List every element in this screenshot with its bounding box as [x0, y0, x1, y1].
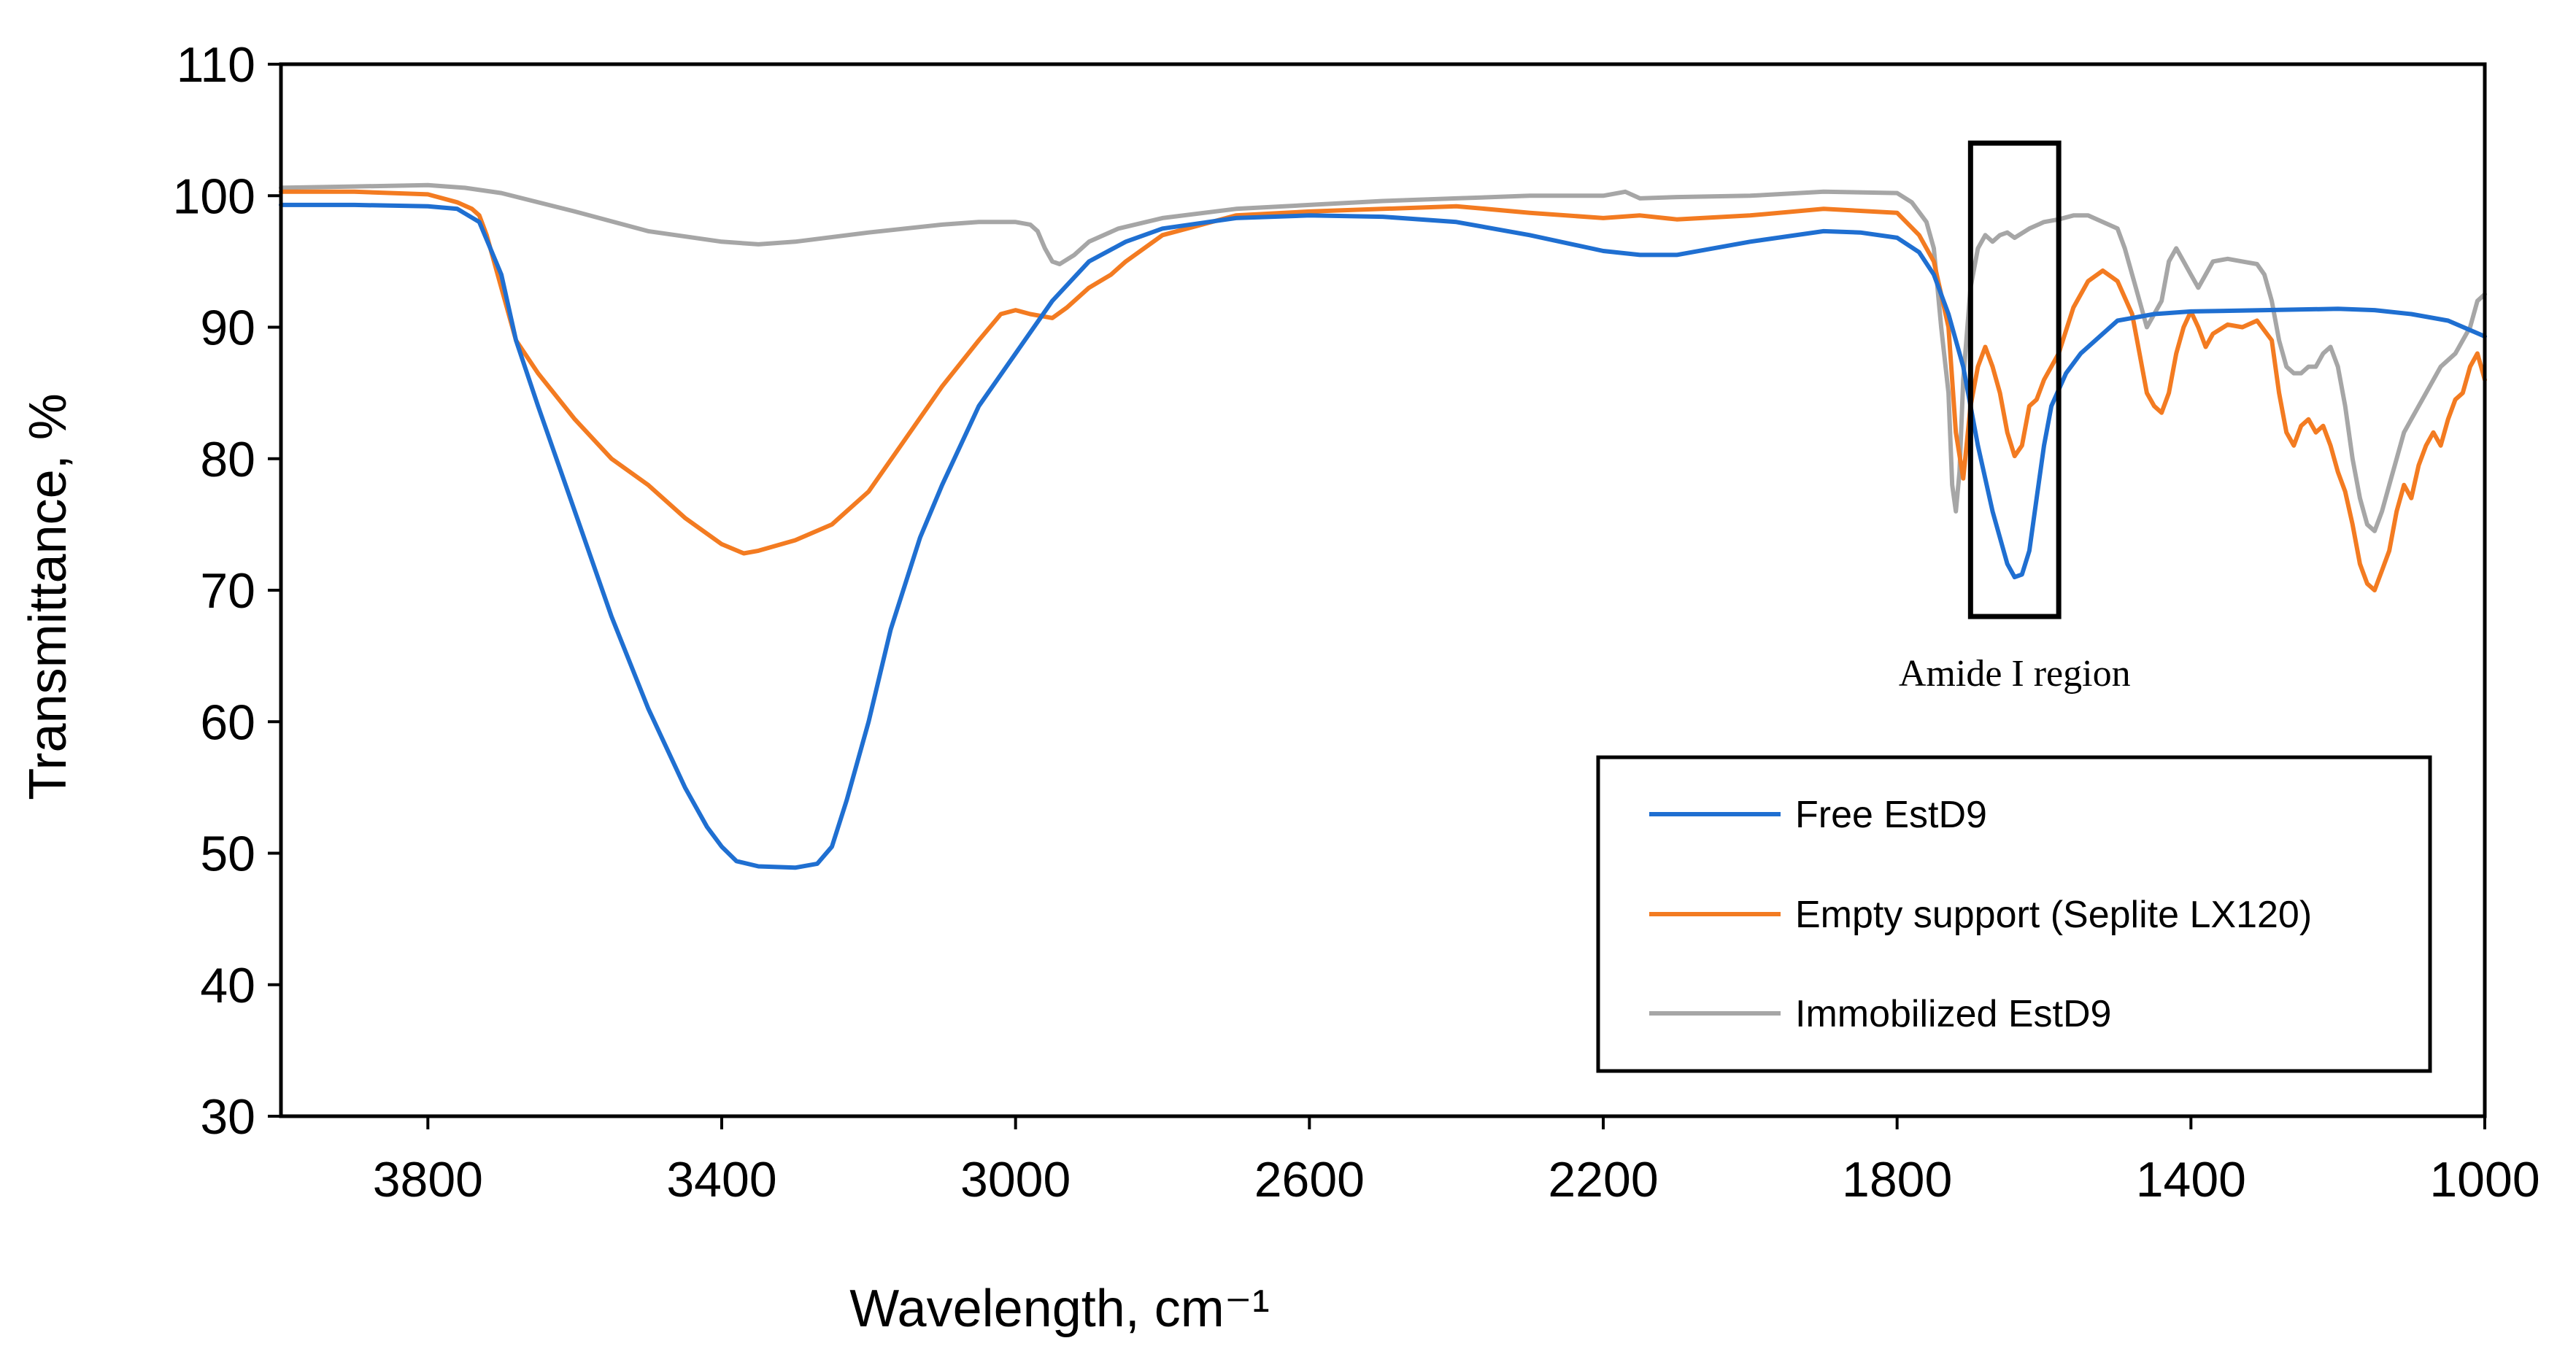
- y-tick-label: 100: [173, 169, 255, 224]
- y-axis-title: Transmittance, %: [19, 393, 77, 800]
- y-tick-label: 70: [200, 563, 255, 619]
- y-tick-label: 40: [200, 958, 255, 1013]
- series-empty-support-line: [279, 189, 2487, 592]
- plot-frame: [279, 62, 2487, 1118]
- legend-label-free-estd9: Free EstD9: [1795, 794, 1987, 836]
- legend-box: [1596, 755, 2432, 1073]
- x-tick-label: 3400: [666, 1152, 776, 1207]
- y-tick-label: 80: [200, 432, 255, 487]
- x-axis-ticks: 3800 3400 3000 2600 2200 1800 1400 1000: [373, 1116, 2540, 1207]
- x-tick-label: 3800: [373, 1152, 483, 1207]
- y-tick-label: 90: [200, 301, 255, 356]
- y-tick-label: 50: [200, 827, 255, 882]
- x-tick-label: 2600: [1254, 1152, 1365, 1207]
- y-axis-ticks: 30 40 50 60 70 80 90 100 110: [173, 37, 281, 1145]
- x-tick-label: 3000: [960, 1152, 1071, 1207]
- x-tick-label: 1000: [2429, 1152, 2540, 1207]
- y-tick-label: 60: [200, 695, 255, 750]
- legend: Free EstD9 Empty support (Seplite LX120)…: [1596, 755, 2432, 1073]
- legend-label-immobilized-estd9: Immobilized EstD9: [1795, 993, 2111, 1035]
- series-immobilized-estd9-line: [279, 182, 2487, 533]
- y-tick-label: 110: [177, 37, 255, 93]
- x-tick-label: 2200: [1548, 1152, 1658, 1207]
- series-free-estd9-line: [279, 202, 2487, 870]
- x-axis-title: Wavelength, cm⁻¹: [849, 1280, 1270, 1338]
- annotation-layer: Amide I region: [1899, 140, 2131, 695]
- x-tick-label: 1800: [1842, 1152, 1952, 1207]
- amide-region-label: Amide I region: [1899, 653, 2131, 695]
- series-layer: [279, 182, 2487, 870]
- x-tick-label: 1400: [2136, 1152, 2246, 1207]
- amide-region-box: [1967, 140, 2062, 619]
- y-tick-label: 30: [200, 1089, 255, 1145]
- legend-label-empty-support: Empty support (Seplite LX120): [1795, 894, 2312, 936]
